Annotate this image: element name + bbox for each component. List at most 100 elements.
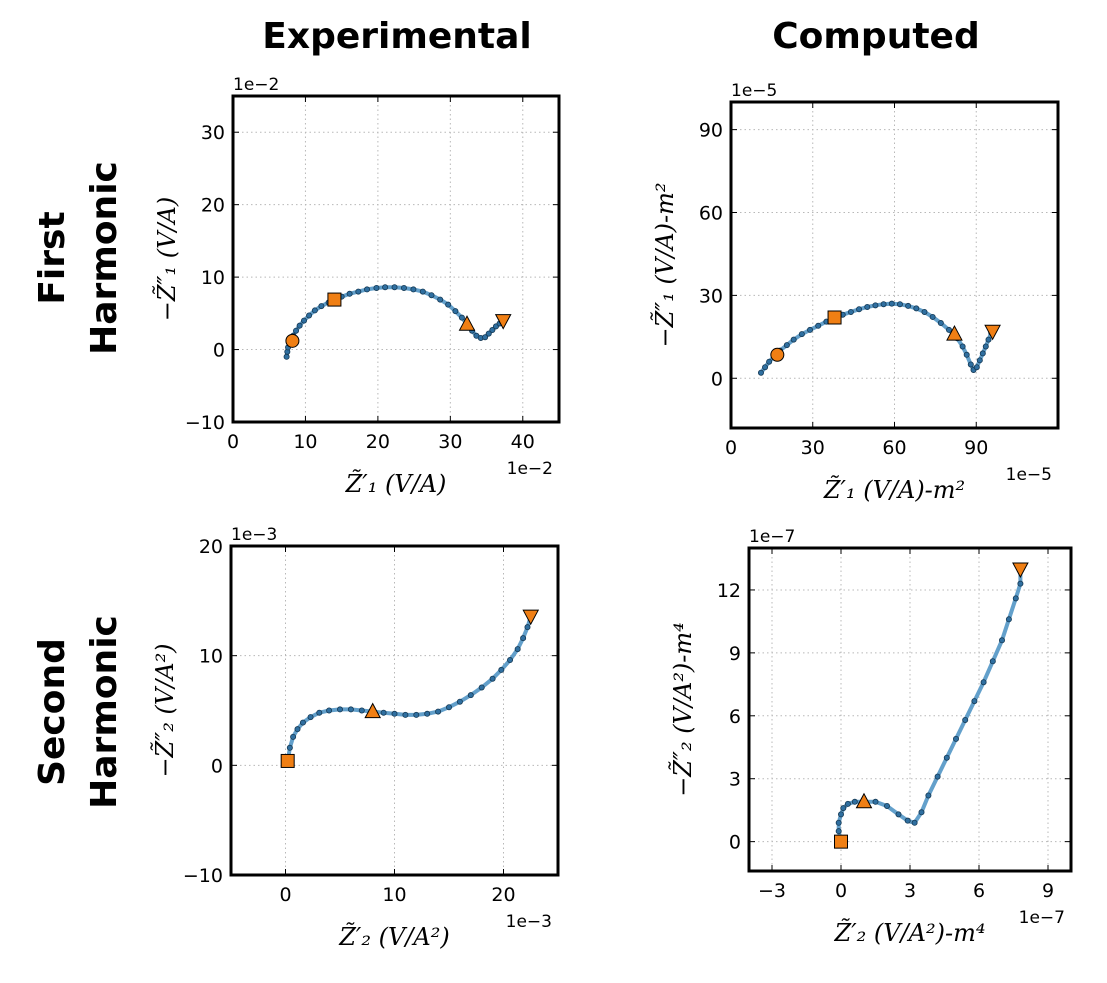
data-point	[946, 326, 953, 333]
marker-triangle-up	[946, 325, 963, 341]
data-point	[364, 286, 371, 293]
data-point	[905, 302, 912, 309]
x-axis-label: Z̃′₂ (V/A²)-m⁴	[834, 919, 986, 947]
y-tick-label: −10	[185, 412, 225, 434]
data-point	[807, 326, 814, 333]
data-point	[452, 308, 459, 315]
marker-square	[280, 753, 295, 768]
data-point	[953, 735, 960, 742]
marker-triangle-down	[494, 314, 512, 330]
x-tick-label: 0	[279, 884, 291, 906]
data-point	[391, 284, 398, 291]
y-offset-label: 1e−3	[231, 525, 277, 545]
y-axis-label: −Z̃″₂ (V/A²)-m⁴	[669, 622, 697, 797]
data-point	[437, 296, 444, 303]
x-tick-label: 30	[801, 437, 825, 459]
data-point	[888, 300, 895, 307]
marker-triangle-down	[522, 609, 540, 626]
series-line	[285, 614, 533, 763]
data-point	[835, 828, 842, 835]
x-tick-label: 6	[973, 880, 985, 902]
marker-circle	[285, 333, 300, 348]
y-tick-label: 20	[201, 195, 225, 217]
y-tick-label: 10	[199, 646, 223, 668]
data-point	[445, 301, 452, 308]
data-point	[307, 714, 314, 721]
data-point	[283, 353, 290, 360]
data-point	[979, 350, 986, 357]
x-axis-label: Z̃′₁ (V/A)	[345, 470, 447, 498]
data-point	[413, 711, 420, 718]
y-tick-label: 90	[699, 120, 723, 142]
y-tick-label: 0	[729, 832, 741, 854]
data-point	[296, 322, 303, 329]
data-point	[766, 358, 773, 365]
data-point	[311, 307, 318, 314]
x-offset-label: 1e−3	[506, 912, 552, 932]
data-point	[963, 351, 970, 358]
data-point	[524, 624, 531, 631]
data-point	[838, 811, 845, 818]
marker-square	[834, 834, 848, 849]
data-point	[872, 798, 879, 805]
data-point	[880, 301, 887, 308]
data-point	[835, 819, 842, 826]
data-point	[498, 666, 505, 673]
data-point	[980, 679, 987, 686]
data-point	[336, 706, 343, 713]
data-point	[925, 792, 932, 799]
data-point	[306, 312, 313, 319]
data-point	[326, 707, 333, 714]
x-offset-label: 1e−7	[1019, 908, 1065, 928]
data-point	[976, 357, 983, 364]
data-point	[913, 305, 920, 312]
data-point	[844, 800, 851, 807]
data-point	[1012, 595, 1019, 602]
data-point	[840, 805, 847, 812]
data-point	[790, 336, 797, 343]
x-axis-label: Z̃′₁ (V/A)-m²	[823, 476, 965, 504]
data-point	[967, 361, 974, 368]
data-point	[985, 336, 992, 343]
marker-triangle-up	[855, 792, 873, 809]
data-point	[489, 326, 496, 333]
data-point	[456, 698, 463, 705]
y-tick-label: 0	[213, 340, 225, 362]
data-point	[299, 719, 306, 726]
data-point	[982, 343, 989, 350]
data-point	[458, 314, 465, 321]
row-title-second-line1: Second	[32, 638, 73, 786]
data-point	[402, 711, 409, 718]
column-title-computed: Computed	[772, 16, 979, 57]
data-point	[798, 331, 805, 338]
y-tick-label: 30	[201, 122, 225, 144]
data-point	[1017, 580, 1024, 587]
marker-triangle-down	[984, 324, 1001, 341]
y-tick-label: 20	[199, 536, 223, 558]
grid	[232, 96, 559, 423]
data-point	[872, 302, 879, 309]
y-offset-label: 1e−7	[749, 527, 795, 547]
grid	[231, 545, 558, 876]
data-point	[934, 773, 941, 780]
data-point	[507, 657, 514, 664]
data-point	[959, 343, 966, 350]
data-point	[864, 303, 871, 310]
data-point	[316, 709, 323, 716]
data-point	[358, 707, 365, 714]
x-tick-label: 20	[366, 431, 390, 453]
y-tick-label: 9	[729, 643, 741, 665]
data-point	[762, 364, 769, 371]
x-tick-label: 3	[904, 880, 916, 902]
data-point	[918, 809, 925, 816]
data-point	[962, 716, 969, 723]
row-title-first-line1: First	[32, 211, 73, 304]
plot-frame	[729, 100, 1060, 430]
data-point	[489, 675, 496, 682]
data-point	[391, 710, 398, 717]
x-tick-label: −3	[758, 880, 786, 902]
y-tick-label: 0	[711, 368, 723, 390]
data-point	[895, 811, 902, 818]
x-tick-label: 0	[835, 880, 847, 902]
